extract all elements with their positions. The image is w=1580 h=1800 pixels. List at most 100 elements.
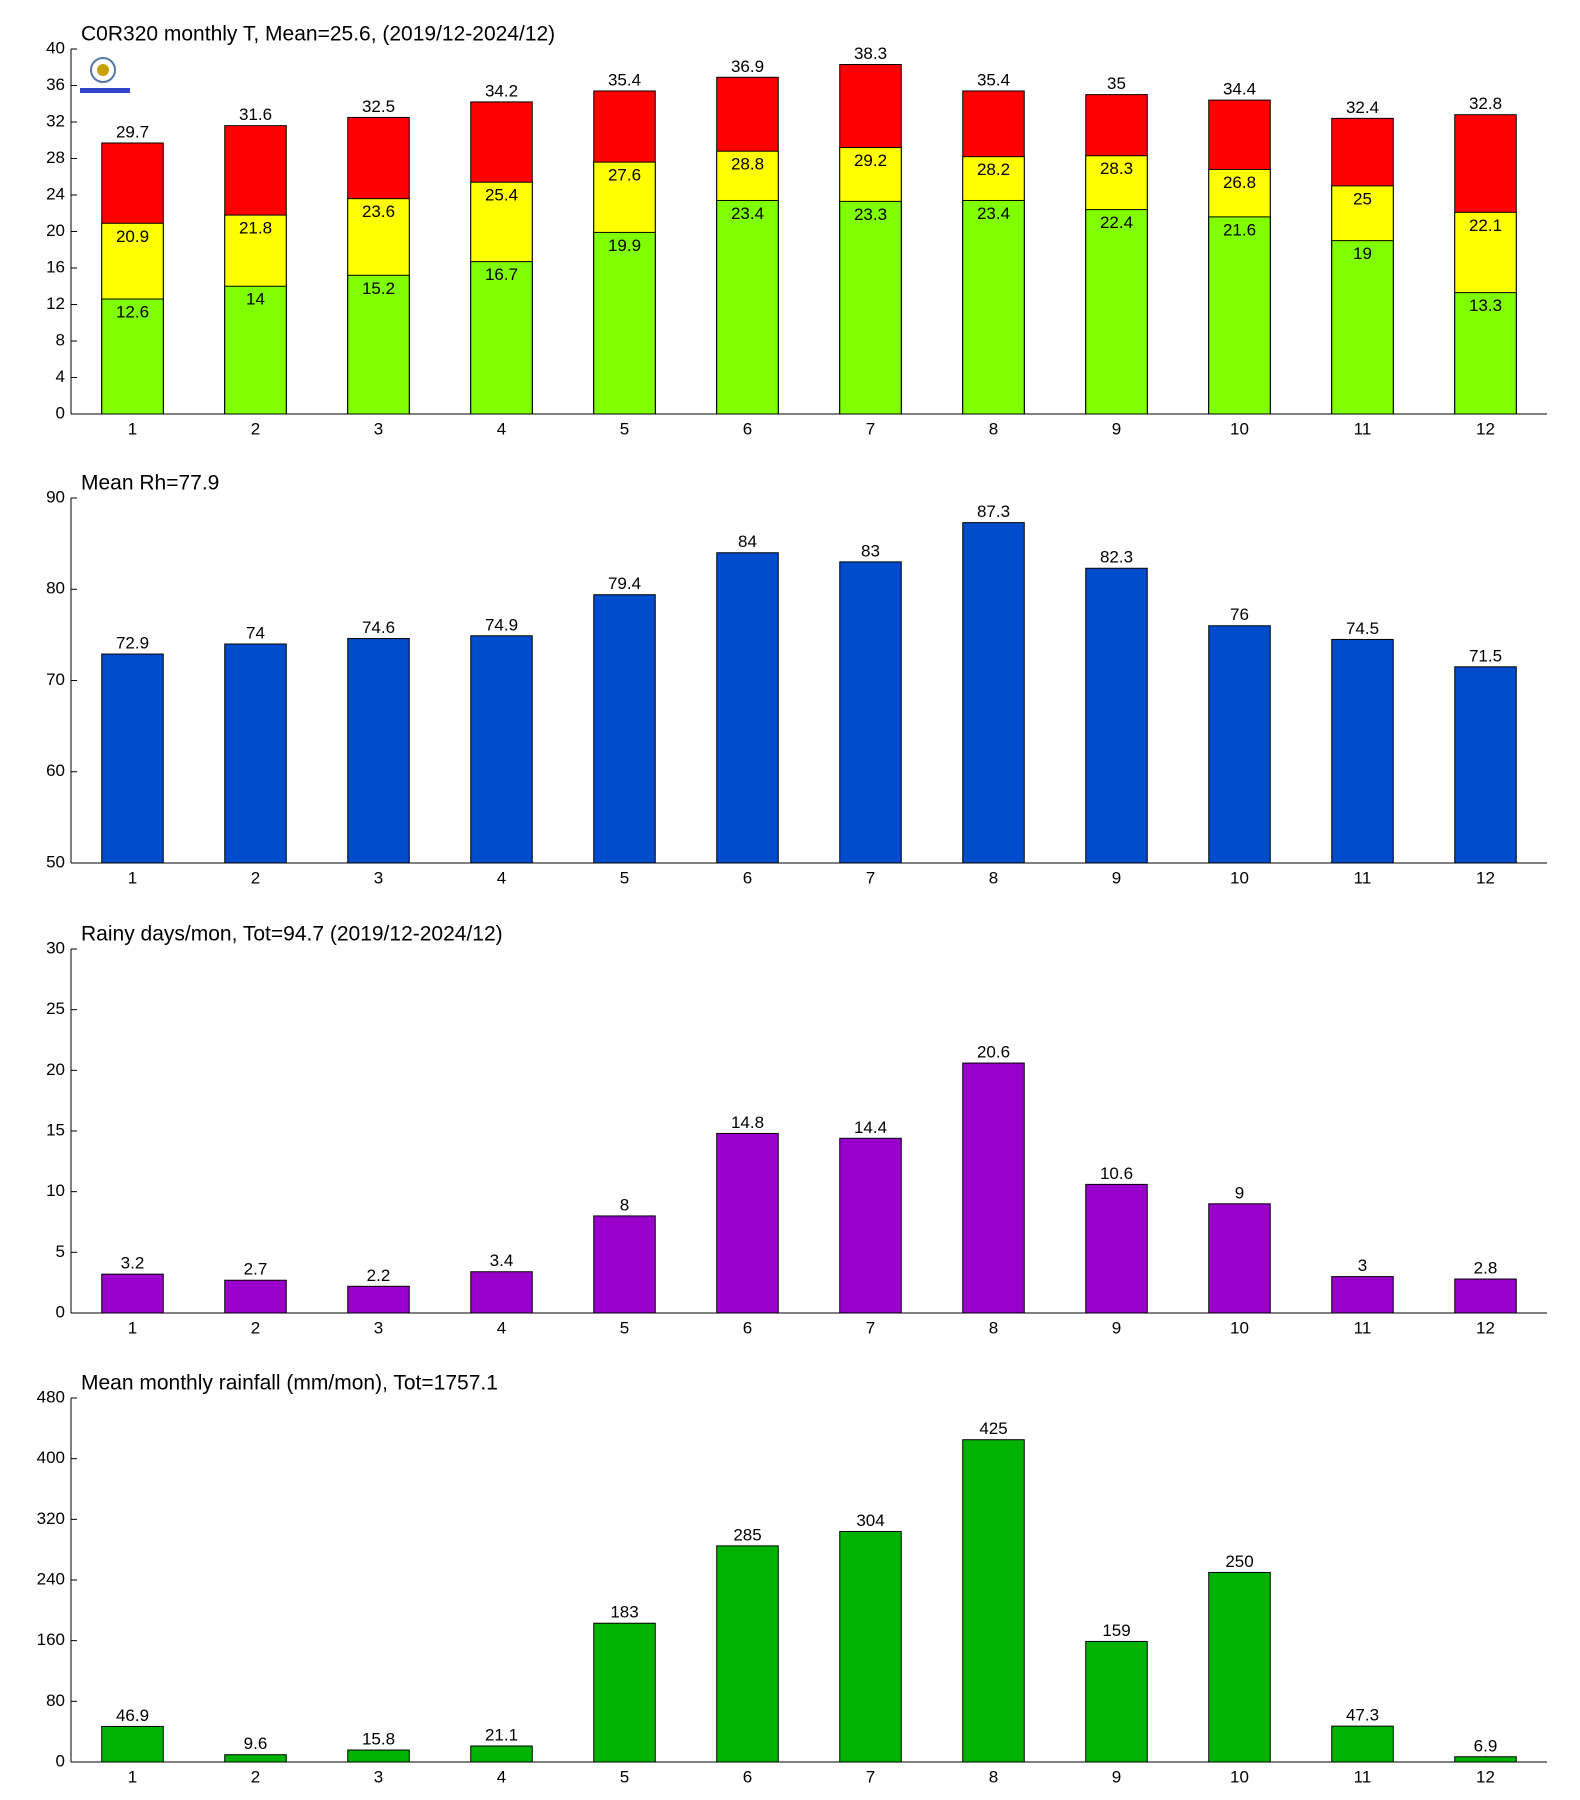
bar bbox=[1454, 1278, 1517, 1314]
x-tick-label: 8 bbox=[989, 868, 998, 887]
x-tick-label: 4 bbox=[497, 1318, 506, 1337]
y-tick-label: 0 bbox=[56, 1751, 65, 1770]
x-tick-label: 7 bbox=[866, 1318, 875, 1337]
x-tick-label: 10 bbox=[1230, 1767, 1249, 1786]
bar bbox=[101, 1273, 164, 1314]
value-label: 21.6 bbox=[1223, 220, 1256, 239]
y-tick-label: 0 bbox=[56, 1302, 65, 1321]
value-label: 38.3 bbox=[854, 44, 887, 63]
value-label: 35 bbox=[1107, 74, 1126, 93]
bar bbox=[347, 1285, 410, 1314]
bar bbox=[1331, 1276, 1394, 1314]
bar bbox=[347, 1749, 410, 1763]
value-label: 28.8 bbox=[731, 155, 764, 174]
x-tick-label: 2 bbox=[251, 868, 260, 887]
value-label: 425 bbox=[979, 1419, 1007, 1438]
bar bbox=[593, 1215, 656, 1314]
value-label: 36.9 bbox=[731, 57, 764, 76]
x-tick-label: 5 bbox=[620, 419, 629, 438]
x-tick-label: 11 bbox=[1354, 1318, 1372, 1337]
bar bbox=[1208, 216, 1271, 415]
value-label: 23.4 bbox=[977, 204, 1010, 223]
bar bbox=[716, 1545, 779, 1763]
x-tick-label: 1 bbox=[128, 1318, 137, 1337]
value-label: 29.2 bbox=[854, 151, 887, 170]
bar bbox=[470, 261, 533, 415]
bar bbox=[962, 522, 1025, 864]
x-tick-label: 2 bbox=[251, 419, 260, 438]
bar bbox=[470, 1745, 533, 1763]
bar bbox=[1085, 209, 1148, 415]
x-tick-label: 3 bbox=[374, 419, 383, 438]
y-tick-label: 5 bbox=[56, 1242, 65, 1261]
y-tick-label: 20 bbox=[46, 1060, 65, 1079]
y-tick-label: 80 bbox=[46, 1691, 65, 1710]
x-tick-label: 12 bbox=[1476, 868, 1495, 887]
bar bbox=[1454, 1756, 1517, 1763]
x-tick-label: 1 bbox=[128, 1767, 137, 1786]
bar bbox=[101, 653, 164, 864]
y-tick-label: 480 bbox=[37, 1387, 65, 1406]
value-label: 35.4 bbox=[608, 70, 641, 89]
y-tick-label: 40 bbox=[46, 38, 65, 57]
value-label: 285 bbox=[733, 1525, 761, 1544]
value-label: 8 bbox=[620, 1195, 629, 1214]
value-label: 304 bbox=[856, 1511, 884, 1530]
value-label: 3 bbox=[1358, 1256, 1367, 1275]
bar bbox=[593, 594, 656, 864]
value-label: 16.7 bbox=[485, 265, 518, 284]
bar bbox=[716, 552, 779, 864]
bar bbox=[1331, 638, 1394, 864]
y-tick-label: 240 bbox=[37, 1569, 65, 1588]
chart-title: C0R320 monthly T, Mean=25.6, (2019/12-20… bbox=[81, 23, 555, 46]
y-tick-label: 15 bbox=[46, 1120, 65, 1139]
value-label: 74.9 bbox=[485, 615, 518, 634]
value-label: 31.6 bbox=[239, 105, 272, 124]
chart-title: Mean Rh=77.9 bbox=[81, 472, 219, 495]
x-tick-label: 6 bbox=[743, 1767, 752, 1786]
chart-title: Mean monthly rainfall (mm/mon), Tot=1757… bbox=[81, 1372, 498, 1395]
bar bbox=[347, 638, 410, 864]
x-tick-label: 1 bbox=[128, 868, 137, 887]
value-label: 2.2 bbox=[367, 1266, 391, 1285]
y-tick-label: 16 bbox=[46, 257, 65, 276]
x-tick-label: 6 bbox=[743, 868, 752, 887]
y-tick-label: 12 bbox=[46, 294, 65, 313]
value-label: 71.5 bbox=[1469, 646, 1502, 665]
value-label: 23.3 bbox=[854, 205, 887, 224]
bar bbox=[716, 199, 779, 415]
x-tick-label: 12 bbox=[1476, 1767, 1495, 1786]
y-tick-label: 50 bbox=[46, 852, 65, 871]
x-tick-label: 5 bbox=[620, 868, 629, 887]
value-label: 83 bbox=[861, 541, 880, 560]
bar bbox=[962, 1062, 1025, 1314]
bar bbox=[101, 298, 164, 415]
value-label: 79.4 bbox=[608, 574, 641, 593]
value-label: 21.8 bbox=[239, 219, 272, 238]
x-tick-label: 2 bbox=[251, 1318, 260, 1337]
value-label: 72.9 bbox=[116, 634, 149, 653]
bar bbox=[1208, 1203, 1271, 1314]
x-tick-label: 9 bbox=[1112, 868, 1121, 887]
x-tick-label: 1 bbox=[128, 419, 137, 438]
y-tick-label: 4 bbox=[56, 367, 65, 386]
value-label: 22.4 bbox=[1100, 213, 1133, 232]
x-tick-label: 10 bbox=[1230, 419, 1249, 438]
x-tick-label: 5 bbox=[620, 1767, 629, 1786]
bar bbox=[1085, 1640, 1148, 1763]
logo-emblem bbox=[97, 64, 109, 76]
value-label: 82.3 bbox=[1100, 548, 1133, 567]
bar bbox=[1085, 1183, 1148, 1314]
y-tick-label: 28 bbox=[46, 148, 65, 167]
value-label: 28.3 bbox=[1100, 159, 1133, 178]
value-label: 10.6 bbox=[1100, 1164, 1133, 1183]
bar bbox=[839, 200, 902, 415]
value-label: 26.8 bbox=[1223, 173, 1256, 192]
x-tick-label: 11 bbox=[1354, 868, 1372, 887]
value-label: 22.1 bbox=[1469, 216, 1502, 235]
x-tick-label: 4 bbox=[497, 1767, 506, 1786]
bar bbox=[962, 1439, 1025, 1763]
bar bbox=[962, 199, 1025, 415]
value-label: 32.8 bbox=[1469, 94, 1502, 113]
bar bbox=[716, 1132, 779, 1314]
